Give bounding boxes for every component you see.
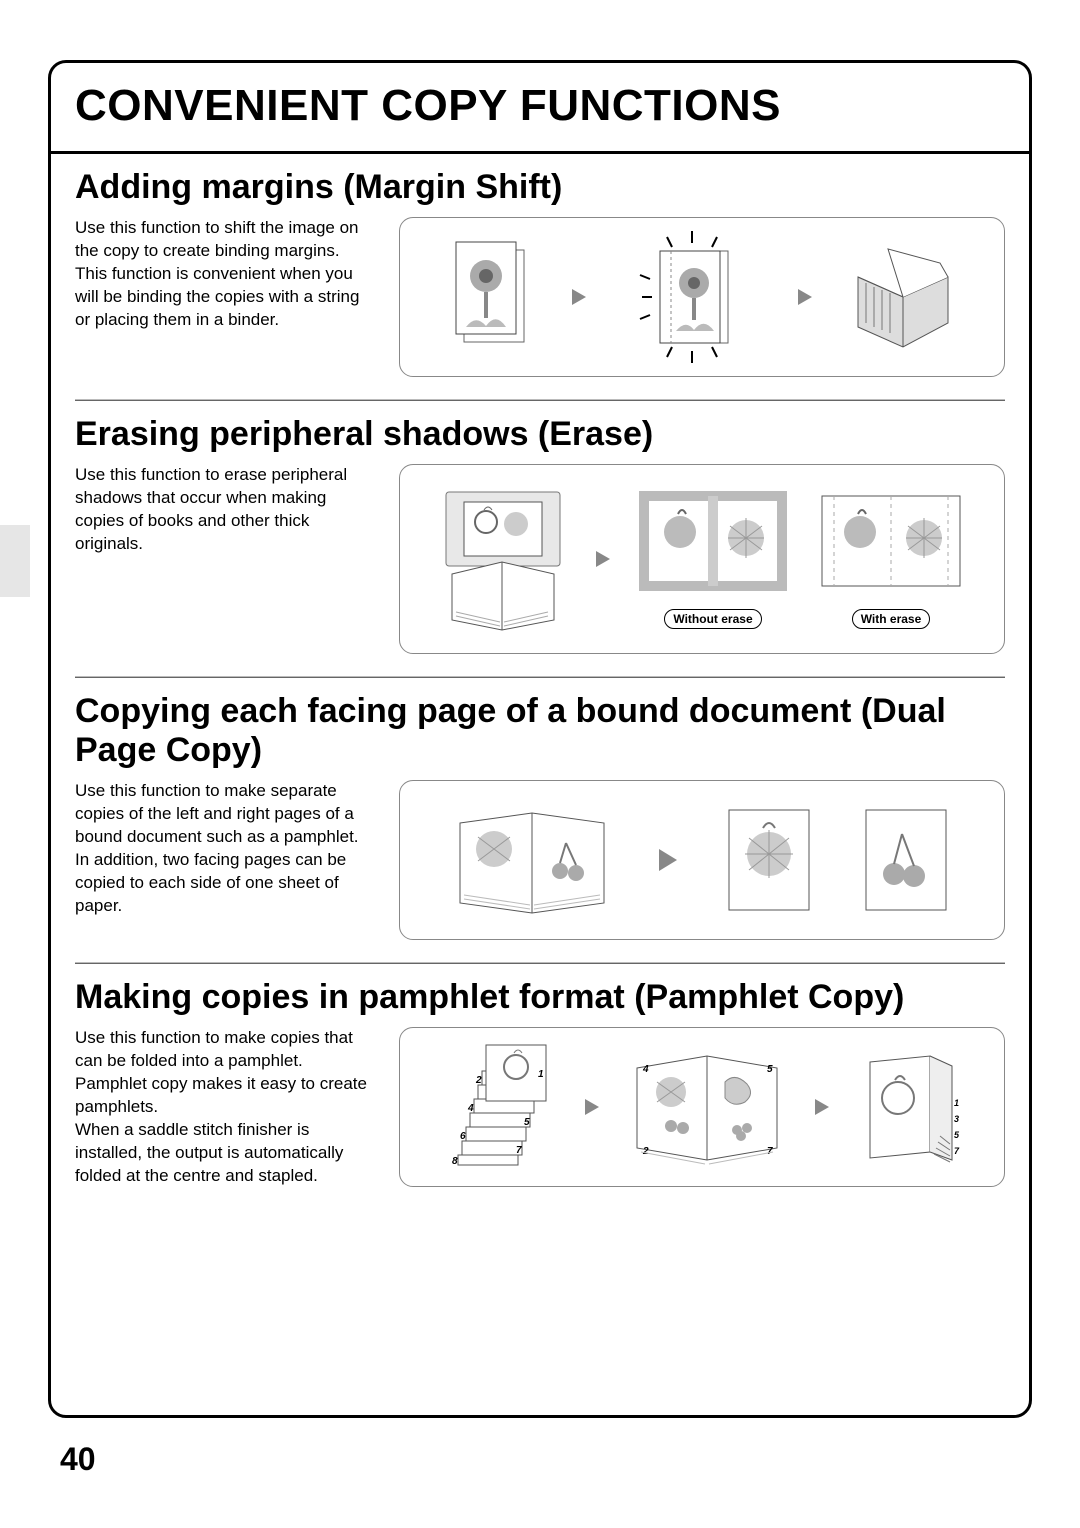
section-dual-page: Copying each facing page of a bound docu… [51, 678, 1029, 962]
svg-text:8: 8 [452, 1156, 458, 1167]
arrow-icon [585, 1099, 599, 1115]
illus-spread: 4 5 2 7 [627, 1042, 787, 1172]
illus-book-platen [438, 484, 568, 634]
illus-margin-shift [399, 217, 1005, 377]
heading-erase: Erasing peripheral shadows (Erase) [75, 415, 1005, 454]
side-tab [0, 525, 30, 597]
arrow-icon [815, 1099, 829, 1115]
illus-erase: Without erase With erase [399, 464, 1005, 654]
section-margin-shift: Adding margins (Margin Shift) Use this f… [51, 154, 1029, 399]
illus-pamphlet: 8 7 6 5 4 3 2 1 [399, 1027, 1005, 1187]
label-without-erase: Without erase [664, 609, 761, 629]
svg-text:5: 5 [767, 1064, 773, 1075]
svg-text:2: 2 [475, 1075, 482, 1086]
desc-pamphlet: Use this function to make copies that ca… [75, 1027, 375, 1188]
section-pamphlet: Making copies in pamphlet format (Pamphl… [51, 964, 1029, 1210]
illus-original-sheet [446, 232, 536, 362]
desc-erase: Use this function to erase peripheral sh… [75, 464, 375, 556]
svg-text:1: 1 [954, 1098, 959, 1108]
svg-text:4: 4 [642, 1064, 649, 1075]
illus-open-book [448, 795, 618, 925]
heading-dual-page: Copying each facing page of a bound docu… [75, 692, 1005, 770]
illus-binder [848, 237, 958, 357]
illus-with-erase: With erase [816, 490, 966, 629]
illus-without-erase: Without erase [638, 490, 788, 629]
arrow-icon [572, 289, 586, 305]
title-box: CONVENIENT COPY FUNCTIONS [51, 63, 1029, 154]
illus-dual-page [399, 780, 1005, 940]
page-frame: CONVENIENT COPY FUNCTIONS Adding margins… [48, 60, 1032, 1418]
svg-text:5: 5 [524, 1117, 530, 1128]
illus-sheet-right [856, 800, 956, 920]
svg-text:7: 7 [516, 1145, 522, 1156]
desc-margin-shift: Use this function to shift the image on … [75, 217, 375, 332]
desc-dual-page: Use this function to make separate copie… [75, 780, 375, 918]
arrow-icon [596, 551, 610, 567]
illus-stack: 8 7 6 5 4 3 2 1 [438, 1037, 558, 1177]
svg-text:7: 7 [954, 1146, 960, 1156]
arrow-icon [659, 849, 677, 871]
svg-text:5: 5 [954, 1130, 960, 1140]
illus-booklet: 1 3 5 7 [856, 1042, 966, 1172]
heading-pamphlet: Making copies in pamphlet format (Pamphl… [75, 978, 1005, 1017]
svg-text:2: 2 [642, 1146, 649, 1157]
illus-sheet-left [719, 800, 819, 920]
svg-text:1: 1 [538, 1069, 544, 1080]
svg-text:6: 6 [460, 1131, 466, 1142]
label-with-erase: With erase [852, 609, 931, 629]
arrow-icon [798, 289, 812, 305]
section-erase: Erasing peripheral shadows (Erase) Use t… [51, 401, 1029, 676]
page-title: CONVENIENT COPY FUNCTIONS [75, 81, 1005, 131]
page-number: 40 [60, 1441, 96, 1478]
heading-margin-shift: Adding margins (Margin Shift) [75, 168, 1005, 207]
illus-shifted-sheet [622, 227, 762, 367]
svg-text:7: 7 [767, 1146, 773, 1157]
svg-text:3: 3 [954, 1114, 959, 1124]
svg-text:4: 4 [467, 1103, 474, 1114]
